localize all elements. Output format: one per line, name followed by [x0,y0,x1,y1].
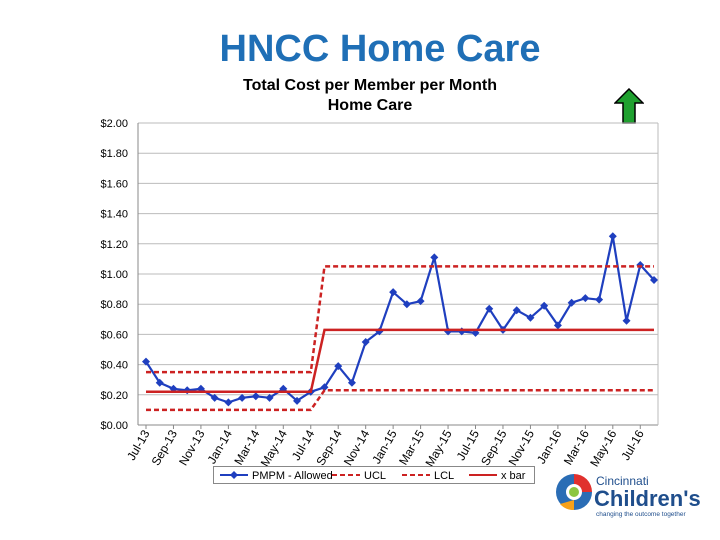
data-point [567,298,576,307]
chart-title-line2: Home Care [327,97,413,114]
data-point [526,313,535,322]
legend-marker [230,471,238,479]
x-tick-label: Nov-15 [506,427,538,468]
y-tick-label: $0.00 [100,420,128,432]
data-point [389,288,398,297]
data-point [238,393,247,402]
data-point [540,301,549,310]
series-line-0 [145,236,655,404]
x-tick-label: May-15 [423,427,455,469]
chart-title: Total Cost per Member per Month Home Car… [200,76,540,116]
y-tick-label: $0.40 [100,360,128,372]
data-point [224,398,233,407]
x-tick-label: Sep-14 [313,427,345,468]
x-tick-label: Jul-15 [454,427,483,463]
data-point [650,276,658,285]
x-tick-label: Jul-14 [289,427,318,463]
data-point [334,362,343,371]
data-point [430,253,439,262]
data-point [553,321,562,330]
y-tick-label: $1.40 [100,209,128,221]
y-axis-ticks: $0.00 $0.20 $0.40 $0.60 $0.80 $1.00 $1.20 $1.40… [100,118,128,432]
legend: PMPM - Allowed UCL LCL x bar [213,466,535,484]
data-point [142,357,150,366]
data-point [293,396,302,405]
x-tick-label: Sep-15 [478,427,510,468]
data-point [608,232,617,241]
data-point [320,383,329,392]
data-point [347,378,356,387]
data-point [595,295,604,304]
y-tick-label: $0.60 [100,329,128,341]
x-axis-ticks: Jul-13Sep-13Nov-13Jan-14Mar-14May-14Jul-… [124,425,647,469]
logo: Cincinnati Children's changing the outco… [552,468,720,528]
data-point [155,378,164,387]
y-tick-label: $0.80 [100,299,128,311]
chart-grid [137,122,659,426]
data-point [485,304,494,313]
data-point [512,306,521,315]
y-tick-label: $1.80 [100,148,128,160]
logo-mark-icon [556,474,592,511]
y-tick-label: $1.20 [100,239,128,251]
series-line-3 [146,328,654,394]
x-tick-label: May-14 [258,427,290,469]
legend-svg: PMPM - Allowed UCL LCL x bar [220,470,526,482]
data-point [622,316,631,325]
data-point [183,386,192,395]
chart-title-line1: Total Cost per Member per Month [243,77,497,94]
legend-label: UCL [364,470,386,482]
data-point [581,294,590,303]
page-title: HNCC Home Care [219,28,541,70]
series-line-1 [146,265,654,374]
data-point [416,297,425,306]
y-tick-label: $2.00 [100,118,128,130]
x-tick-label: Nov-13 [176,427,208,468]
legend-label: x bar [501,470,526,482]
x-tick-label: May-16 [587,427,619,469]
legend-label: PMPM - Allowed [252,470,333,482]
x-tick-label: Jul-13 [124,427,153,463]
data-point [251,392,260,401]
x-tick-label: Sep-13 [149,427,181,468]
data-point [402,300,411,309]
data-point [210,393,219,402]
legend-label: LCL [434,470,454,482]
x-tick-label: Jul-16 [618,427,647,463]
y-tick-label: $0.20 [100,390,128,402]
y-tick-label: $1.60 [100,178,128,190]
logo-line1: Cincinnati [596,474,649,488]
logo-line2: Children's [594,486,701,511]
data-point [265,393,274,402]
y-tick-label: $1.00 [100,269,128,281]
chart-series [142,232,658,412]
data-point [361,337,370,346]
x-tick-label: Nov-14 [341,427,373,468]
logo-line3: changing the outcome together [596,511,686,518]
series-line-2 [146,389,654,412]
